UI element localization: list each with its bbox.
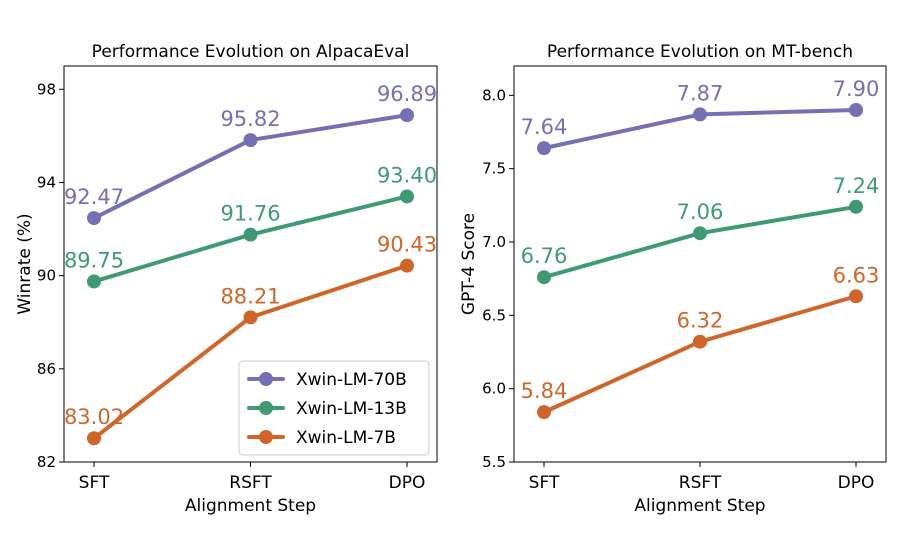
y-tick-label: 94: [37, 173, 56, 191]
y-tick-label: 82: [37, 453, 56, 471]
data-label: 93.40: [377, 163, 437, 187]
legend-marker: [259, 372, 273, 386]
data-label: 6.76: [521, 244, 568, 268]
data-point: [400, 258, 414, 273]
data-point: [849, 289, 863, 304]
x-axis-label: Alignment Step: [634, 496, 765, 516]
data-label: 6.32: [677, 309, 724, 333]
data-point: [243, 227, 258, 242]
y-axis-label: GPT-4 Score: [459, 213, 479, 315]
x-tick-label: DPO: [838, 473, 875, 493]
data-label: 91.76: [220, 202, 280, 226]
data-label: 83.02: [64, 405, 124, 429]
chart-title: Performance Evolution on AlpacaEval: [92, 42, 410, 62]
y-tick-label: 90: [37, 267, 56, 285]
data-label: 7.90: [833, 77, 880, 101]
chart-panel-1: Performance Evolution on AlpacaEval 82 86 9…: [15, 42, 438, 516]
data-point: [849, 199, 863, 214]
data-label: 88.21: [220, 284, 280, 308]
data-point: [243, 310, 258, 325]
legend: Xwin-LM-70B Xwin-LM-13B Xwin-LM-7B: [238, 360, 430, 456]
x-tick-label: DPO: [389, 473, 426, 493]
data-point: [537, 141, 551, 156]
chart-title: Performance Evolution on MT-bench: [547, 42, 853, 62]
data-label: 5.84: [521, 379, 568, 403]
data-label: 96.89: [377, 82, 437, 106]
data-label: 6.63: [833, 263, 880, 287]
y-tick-label: 8.0: [482, 86, 506, 104]
data-label: 92.47: [64, 185, 124, 209]
legend-marker: [259, 430, 273, 444]
data-point: [243, 133, 258, 148]
data-label: 7.24: [833, 174, 880, 198]
data-label: 90.43: [377, 233, 437, 257]
data-point: [849, 103, 863, 117]
data-point: [537, 270, 551, 285]
y-axis-label: Winrate (%): [15, 213, 35, 314]
y-tick-label: 7.5: [482, 160, 506, 178]
y-tick-label: 5.5: [482, 453, 506, 471]
x-tick-label: SFT: [79, 473, 110, 493]
data-point: [693, 334, 707, 349]
y-tick-label: 6.5: [482, 306, 506, 324]
legend-marker: [259, 401, 273, 415]
x-tick-label: RSFT: [679, 473, 722, 493]
y-tick-label: 86: [37, 360, 56, 378]
data-label: 7.64: [521, 115, 568, 139]
y-tick-label: 7.0: [482, 233, 506, 251]
legend-box: [238, 360, 430, 456]
legend-label: Xwin-LM-13B: [296, 399, 407, 419]
data-point: [400, 189, 414, 204]
data-point: [537, 405, 551, 420]
data-point: [693, 107, 707, 122]
y-tick-label: 98: [37, 80, 56, 98]
data-point: [87, 431, 101, 446]
data-point: [400, 108, 414, 123]
x-axis-label: Alignment Step: [185, 496, 316, 516]
legend-label: Xwin-LM-70B: [296, 370, 407, 390]
plot-frame: [513, 65, 887, 463]
data-point: [87, 211, 101, 226]
data-label: 7.06: [677, 200, 724, 224]
y-tick-label: 6.0: [482, 380, 506, 398]
x-tick-label: RSFT: [229, 473, 272, 493]
plot-frame: [63, 65, 438, 463]
data-point: [693, 226, 707, 241]
data-label: 95.82: [220, 107, 280, 131]
x-tick-label: SFT: [529, 473, 560, 493]
chart-panel-2: Performance Evolution on MT-bench 5.5 6.0 6…: [459, 42, 887, 516]
legend-label: Xwin-LM-7B: [296, 428, 396, 448]
data-label: 89.75: [64, 248, 124, 272]
data-label: 7.87: [677, 81, 724, 105]
data-point: [87, 274, 101, 289]
